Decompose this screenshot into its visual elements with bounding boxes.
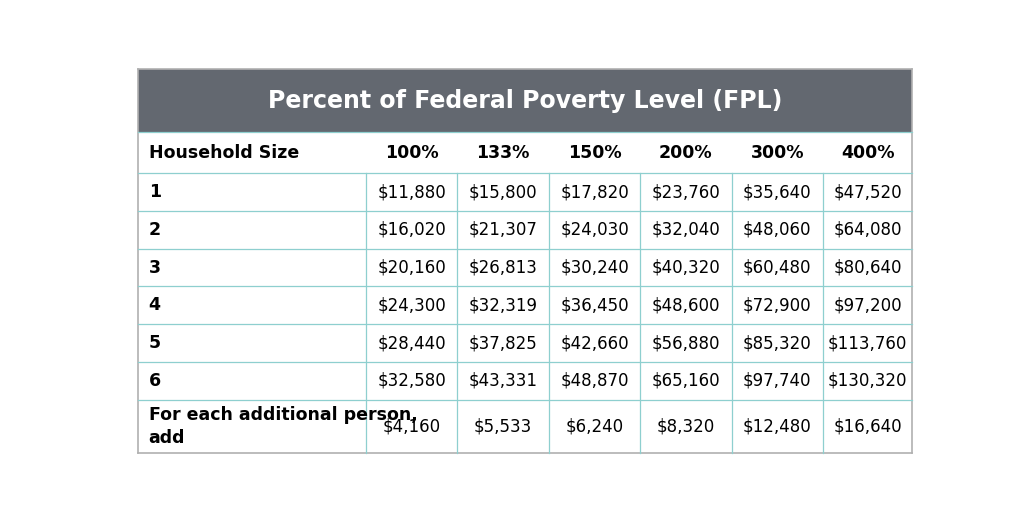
- Text: 400%: 400%: [841, 144, 894, 162]
- Text: $4,160: $4,160: [383, 417, 440, 435]
- Text: 150%: 150%: [567, 144, 622, 162]
- Text: $130,320: $130,320: [827, 372, 907, 390]
- Text: $24,300: $24,300: [377, 296, 446, 314]
- Bar: [137, 69, 912, 132]
- Text: $80,640: $80,640: [834, 258, 902, 277]
- Text: Household Size: Household Size: [148, 144, 299, 162]
- Text: $97,200: $97,200: [834, 296, 902, 314]
- Text: $8,320: $8,320: [656, 417, 715, 435]
- Bar: [137, 324, 912, 362]
- Text: $20,160: $20,160: [377, 258, 446, 277]
- Text: $35,640: $35,640: [743, 183, 812, 201]
- Text: $37,825: $37,825: [469, 334, 538, 352]
- Text: $48,870: $48,870: [560, 372, 629, 390]
- Bar: [137, 211, 912, 249]
- Text: $6,240: $6,240: [565, 417, 624, 435]
- Text: 3: 3: [148, 258, 161, 277]
- Text: $48,600: $48,600: [651, 296, 720, 314]
- Text: $36,450: $36,450: [560, 296, 629, 314]
- Text: 2: 2: [148, 221, 161, 239]
- Text: $5,533: $5,533: [474, 417, 532, 435]
- Text: 4: 4: [148, 296, 161, 314]
- Text: $32,580: $32,580: [377, 372, 446, 390]
- Text: $28,440: $28,440: [378, 334, 446, 352]
- Text: 100%: 100%: [385, 144, 438, 162]
- Bar: [137, 286, 912, 324]
- Bar: [137, 362, 912, 400]
- Text: $48,060: $48,060: [743, 221, 812, 239]
- Text: $64,080: $64,080: [834, 221, 902, 239]
- Text: $72,900: $72,900: [743, 296, 812, 314]
- Text: $32,040: $32,040: [651, 221, 720, 239]
- Text: 200%: 200%: [659, 144, 713, 162]
- Text: $97,740: $97,740: [743, 372, 812, 390]
- Text: $11,880: $11,880: [377, 183, 446, 201]
- Bar: [137, 144, 912, 186]
- Text: $16,640: $16,640: [834, 417, 902, 435]
- Text: $21,307: $21,307: [469, 221, 538, 239]
- Text: $12,480: $12,480: [743, 417, 812, 435]
- Text: $23,760: $23,760: [651, 183, 720, 201]
- Text: $15,800: $15,800: [469, 183, 538, 201]
- Text: Percent of Federal Poverty Level (FPL): Percent of Federal Poverty Level (FPL): [267, 88, 782, 113]
- Text: $16,020: $16,020: [377, 221, 446, 239]
- Text: $40,320: $40,320: [651, 258, 720, 277]
- Text: $60,480: $60,480: [743, 258, 812, 277]
- Text: $32,319: $32,319: [469, 296, 538, 314]
- Text: $30,240: $30,240: [560, 258, 629, 277]
- Text: 133%: 133%: [476, 144, 529, 162]
- Text: 1: 1: [148, 183, 161, 201]
- Bar: [137, 173, 912, 211]
- Text: $26,813: $26,813: [469, 258, 538, 277]
- Text: 6: 6: [148, 372, 161, 390]
- Text: $17,820: $17,820: [560, 183, 629, 201]
- Text: $113,760: $113,760: [827, 334, 907, 352]
- Text: $56,880: $56,880: [651, 334, 720, 352]
- Text: $85,320: $85,320: [743, 334, 812, 352]
- Bar: [137, 400, 912, 453]
- Text: 5: 5: [148, 334, 161, 352]
- Text: 300%: 300%: [751, 144, 804, 162]
- Bar: [137, 249, 912, 286]
- Text: $65,160: $65,160: [651, 372, 720, 390]
- Text: $43,331: $43,331: [469, 372, 538, 390]
- Text: $42,660: $42,660: [560, 334, 629, 352]
- Text: $47,520: $47,520: [834, 183, 902, 201]
- Text: For each additional person,
add: For each additional person, add: [148, 405, 418, 447]
- Text: $24,030: $24,030: [560, 221, 629, 239]
